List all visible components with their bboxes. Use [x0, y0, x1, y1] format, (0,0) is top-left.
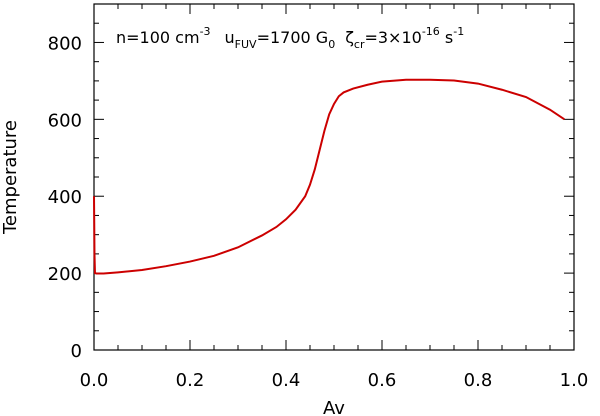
- y-axis-label: Temperature: [0, 120, 21, 235]
- annotation-part: u: [225, 28, 235, 47]
- x-tick-label: 0.0: [80, 370, 109, 391]
- annotation-subscript: cr: [354, 38, 365, 51]
- x-tick-label: 0.8: [464, 370, 493, 391]
- tick-labels: 0.0 0.2 0.4 0.6 0.8 1.0 0 200 400 600 800: [48, 33, 589, 391]
- y-tick-label: 0: [71, 341, 82, 362]
- x-tick-label: 0.2: [176, 370, 205, 391]
- y-tick-label: 200: [48, 264, 82, 285]
- x-tick-label: 0.6: [368, 370, 397, 391]
- x-axis-label: Av: [323, 398, 345, 416]
- annotation-part: =1700 G: [257, 28, 329, 47]
- annotation-part: n=100 cm: [116, 28, 200, 47]
- annotation-subscript: FUV: [235, 38, 257, 51]
- annotation-part: s: [440, 28, 453, 47]
- temperature-line: [93, 78, 565, 275]
- y-tick-label: 400: [48, 187, 82, 208]
- y-tick-label: 800: [48, 33, 82, 54]
- annotation-subscript: 0: [328, 38, 335, 51]
- annotation-superscript: -16: [422, 25, 440, 38]
- parameter-annotation: n=100 cm-3​uFUV​=1700 G0​ζcr​=3×10-16​ s…: [116, 25, 464, 51]
- axis-ticks: [93, 3, 575, 351]
- plot-frame: [93, 3, 575, 351]
- annotation-superscript: -1: [453, 25, 464, 38]
- x-tick-label: 1.0: [560, 370, 589, 391]
- annotation-superscript: -3: [200, 25, 211, 38]
- annotation-part: ζ: [345, 28, 354, 47]
- y-tick-label: 600: [48, 110, 82, 131]
- x-tick-label: 0.4: [272, 370, 301, 391]
- annotation-part: =3×10: [364, 28, 421, 47]
